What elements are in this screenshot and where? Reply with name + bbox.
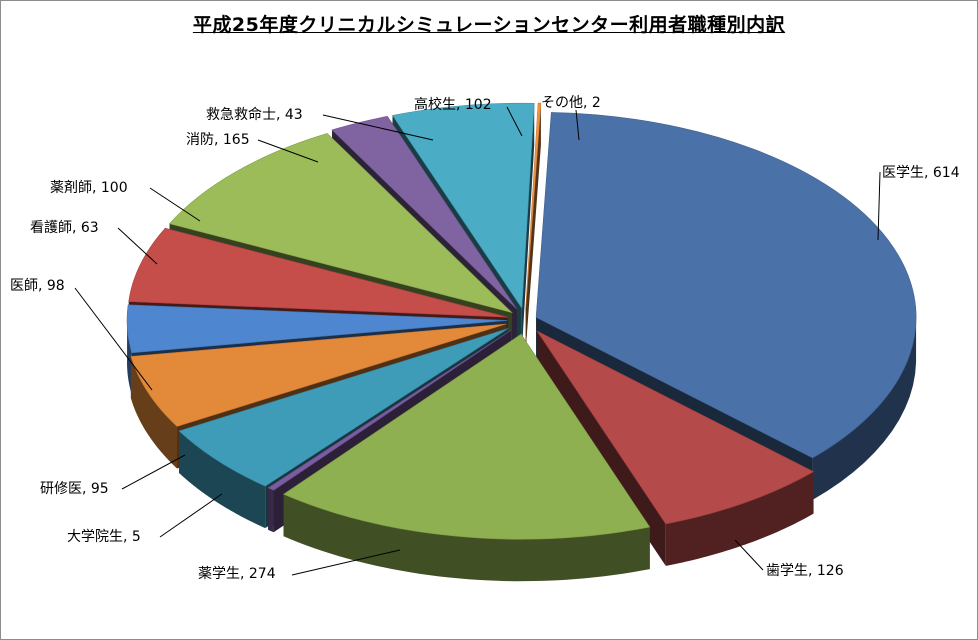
slice-9 bbox=[331, 115, 517, 310]
data-label-9: 救急救命士, 43 bbox=[206, 106, 303, 123]
leader-line-9 bbox=[322, 114, 434, 141]
leader-line-5 bbox=[74, 287, 153, 391]
leader-line-4 bbox=[121, 454, 186, 490]
slice-7 bbox=[128, 227, 508, 318]
slice-3 bbox=[267, 329, 512, 491]
slice-rim-5-0 bbox=[130, 356, 178, 469]
data-label-1: 歯学生, 126 bbox=[766, 563, 844, 579]
leader-line-10 bbox=[506, 106, 523, 137]
leader-line-3 bbox=[159, 493, 223, 538]
data-label-5: 医師, 98 bbox=[10, 278, 65, 294]
data-label-8: 消防, 165 bbox=[186, 132, 250, 148]
slice-8 bbox=[168, 133, 513, 314]
leader-line-0 bbox=[877, 171, 881, 241]
leader-line-2 bbox=[291, 549, 401, 576]
slice-2 bbox=[282, 333, 651, 540]
slice-10 bbox=[392, 102, 535, 310]
leader-line-6 bbox=[117, 227, 158, 265]
slice-6 bbox=[126, 304, 508, 354]
slice-11 bbox=[525, 102, 542, 309]
data-label-7: 薬剤師, 100 bbox=[50, 180, 128, 196]
chart-title: 平成25年度クリニカルシミュレーションセンター利用者職種別内訳 bbox=[192, 14, 786, 36]
slice-rim-6-0 bbox=[127, 316, 132, 395]
slice-4 bbox=[178, 328, 509, 487]
slice-wall-11-1 bbox=[525, 103, 541, 351]
leader-line-8 bbox=[257, 139, 319, 163]
data-label-6: 看護師, 63 bbox=[30, 220, 99, 236]
slice-wall-10-1 bbox=[521, 103, 535, 351]
data-label-10: 高校生, 102 bbox=[414, 96, 492, 113]
slice-rim-0-0 bbox=[812, 319, 917, 500]
slice-0 bbox=[535, 112, 917, 459]
data-labels: 医学生, 614 歯学生, 126 薬学生, 274 大学院生, 5 研修医, 95 医師… bbox=[10, 95, 960, 582]
slice-5 bbox=[130, 323, 507, 427]
leader-line-11 bbox=[575, 109, 580, 141]
slice-rim-4-0 bbox=[179, 430, 266, 529]
slice-rim-1-0 bbox=[665, 471, 814, 566]
slice-rim-3-0 bbox=[268, 487, 274, 533]
leader-line-1 bbox=[734, 539, 764, 571]
data-label-3: 大学院生, 5 bbox=[67, 529, 141, 545]
data-label-4: 研修医, 95 bbox=[40, 481, 109, 497]
slice-tops bbox=[126, 102, 917, 540]
data-label-11: その他, 2 bbox=[541, 95, 601, 111]
data-label-0: 医学生, 614 bbox=[882, 165, 960, 181]
leader-line-7 bbox=[149, 187, 201, 222]
data-label-2: 薬学生, 274 bbox=[198, 566, 276, 582]
slice-1 bbox=[536, 330, 815, 525]
slice-rim-2-0 bbox=[283, 494, 650, 582]
